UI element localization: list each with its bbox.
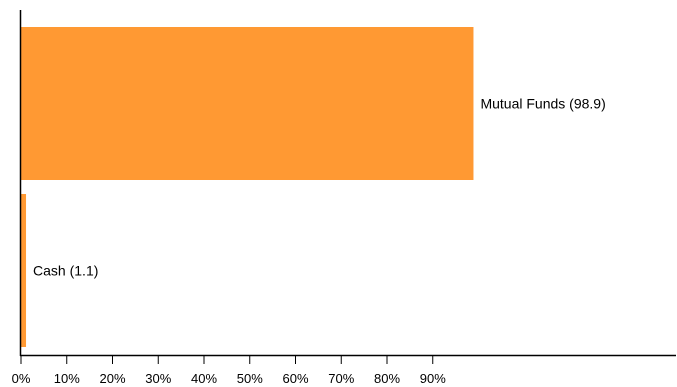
x-tick-label: 90% bbox=[420, 371, 446, 386]
x-tick-label: 0% bbox=[12, 371, 31, 386]
data-label: Cash (1.1) bbox=[33, 263, 98, 279]
bar-mutual-funds bbox=[21, 27, 474, 180]
x-tick-label: 70% bbox=[328, 371, 354, 386]
x-tick-label: 40% bbox=[191, 371, 217, 386]
data-label: Mutual Funds (98.9) bbox=[480, 96, 605, 112]
x-tick-label: 60% bbox=[282, 371, 308, 386]
bars-group bbox=[21, 27, 474, 347]
x-tick-label: 30% bbox=[145, 371, 171, 386]
x-tick-label: 10% bbox=[54, 371, 80, 386]
x-ticks-group: 0% 10% 20% 30% 40% 50% 60% 70% 80% 90% bbox=[12, 355, 446, 386]
x-tick-label: 80% bbox=[374, 371, 400, 386]
data-labels-group: Mutual Funds (98.9) Cash (1.1) bbox=[33, 96, 606, 279]
x-tick-label: 20% bbox=[99, 371, 125, 386]
x-tick-label: 50% bbox=[237, 371, 263, 386]
bar-cash bbox=[21, 194, 27, 347]
